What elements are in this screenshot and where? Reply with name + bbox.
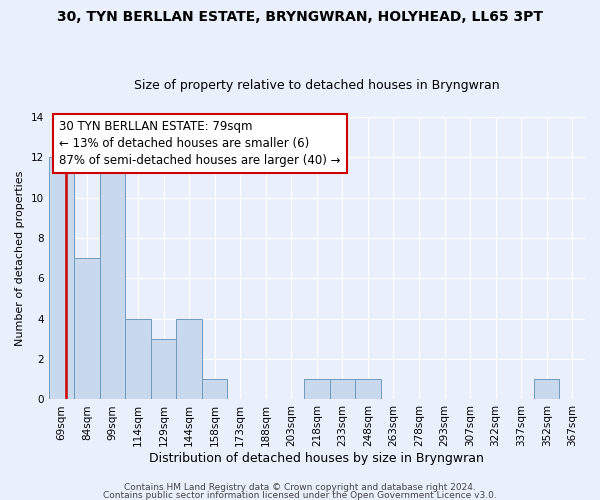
Bar <box>329 380 355 400</box>
Bar <box>151 339 176 400</box>
Bar <box>176 318 202 400</box>
Text: Contains HM Land Registry data © Crown copyright and database right 2024.: Contains HM Land Registry data © Crown c… <box>124 484 476 492</box>
Bar <box>49 157 74 400</box>
Y-axis label: Number of detached properties: Number of detached properties <box>15 170 25 346</box>
Bar <box>355 380 380 400</box>
Bar <box>304 380 329 400</box>
Text: 30, TYN BERLLAN ESTATE, BRYNGWRAN, HOLYHEAD, LL65 3PT: 30, TYN BERLLAN ESTATE, BRYNGWRAN, HOLYH… <box>57 10 543 24</box>
Bar <box>202 380 227 400</box>
Text: Contains public sector information licensed under the Open Government Licence v3: Contains public sector information licen… <box>103 490 497 500</box>
Title: Size of property relative to detached houses in Bryngwran: Size of property relative to detached ho… <box>134 79 500 92</box>
Bar <box>100 157 125 400</box>
Bar <box>74 258 100 400</box>
Bar <box>125 318 151 400</box>
Bar <box>534 380 559 400</box>
X-axis label: Distribution of detached houses by size in Bryngwran: Distribution of detached houses by size … <box>149 452 484 465</box>
Text: 30 TYN BERLLAN ESTATE: 79sqm
← 13% of detached houses are smaller (6)
87% of sem: 30 TYN BERLLAN ESTATE: 79sqm ← 13% of de… <box>59 120 341 166</box>
